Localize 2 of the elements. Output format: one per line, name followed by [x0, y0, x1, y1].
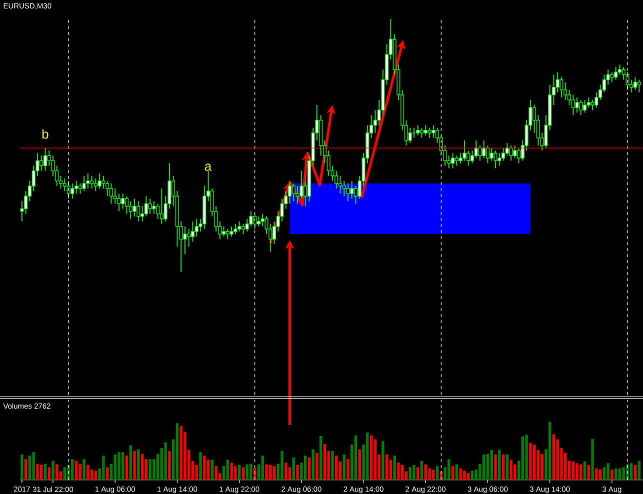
annotation: b	[42, 129, 48, 139]
annotation: a	[204, 164, 212, 171]
